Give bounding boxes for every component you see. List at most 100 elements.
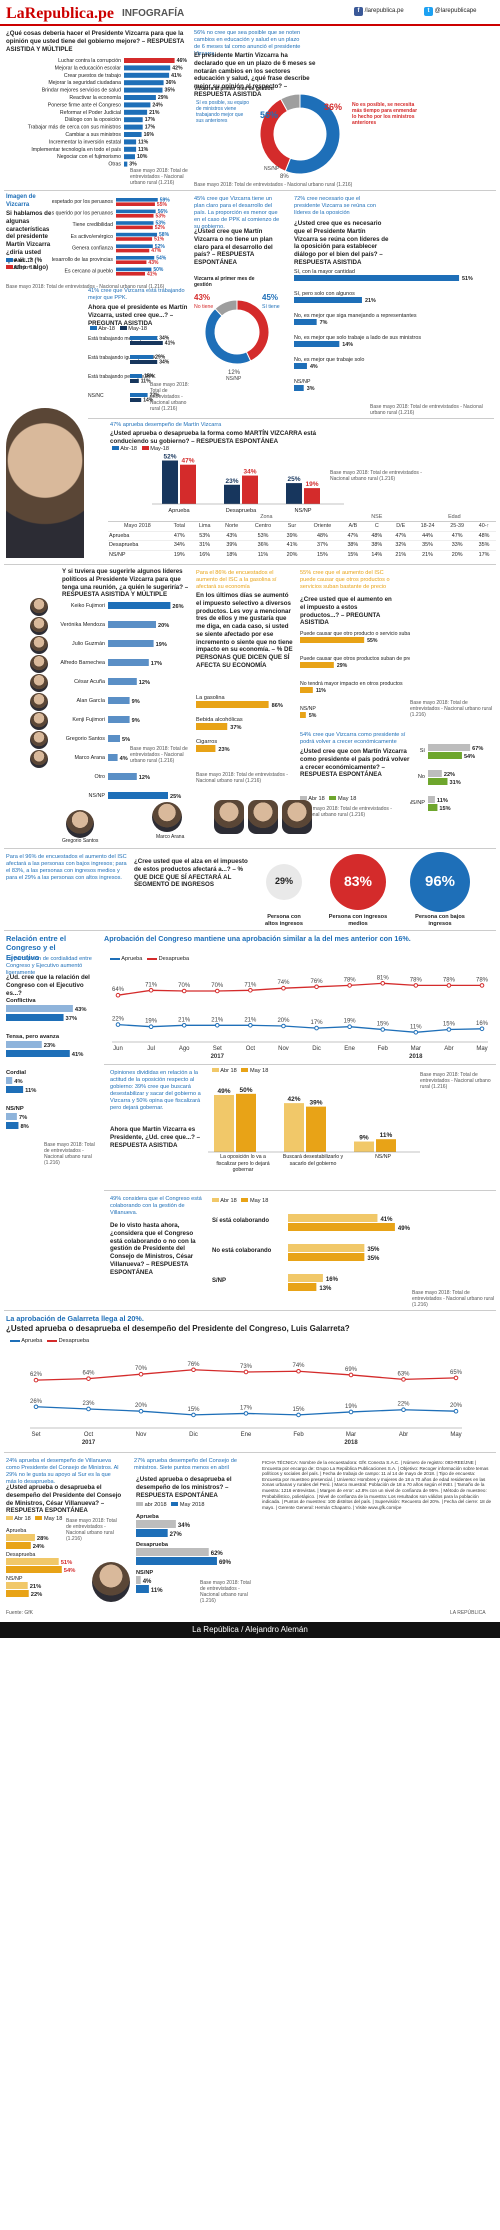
value-label: 86% (272, 703, 283, 709)
table-cell: 20% (442, 549, 472, 560)
bar (294, 275, 460, 281)
data-label: 11% (410, 1024, 422, 1030)
politician-photo-2 (248, 800, 278, 834)
photo-label-arana: Marco Arana (156, 834, 185, 840)
bar (108, 716, 130, 723)
value-label: 12% (139, 680, 150, 686)
x-tick-label: Ene (344, 1046, 355, 1052)
category-label: Keiko Fujimori (71, 603, 105, 609)
category-label: Tensa, pero avanza (6, 1034, 60, 1040)
category-label: Ponerse firme ante el Congreso (48, 102, 121, 108)
donut-slice (284, 93, 341, 175)
bar (236, 1093, 256, 1152)
s15-chart: 49% 50% La oposición lo va a fiscalizar pe… (208, 1087, 420, 1173)
value-label: 51% (462, 276, 473, 282)
category-label: Genera confianza (72, 245, 113, 251)
bar (124, 80, 164, 86)
s13-title: Relación entre el Congreso y el Ejecutiv… (6, 934, 67, 962)
category-label: Julio Guzmán (72, 641, 105, 647)
bar (124, 109, 148, 115)
value-label: 23% (218, 747, 229, 753)
value-label: 8% (20, 1124, 28, 1130)
table-cell: 53% (245, 530, 281, 541)
data-label: 78% (344, 977, 357, 983)
s1-chart: Luchar contra la corrupción 46% Mejorar la… (28, 58, 187, 168)
bar (294, 385, 304, 391)
bar (108, 621, 156, 628)
twitter-link[interactable]: t @larepublicape (424, 7, 476, 16)
income-circle: 83% (330, 854, 386, 910)
data-label: 23% (82, 1401, 95, 1407)
x-tick-label: Jun (113, 1046, 123, 1052)
value-label: 56% (260, 110, 278, 120)
header: LaRepublica.pe INFOGRAFÍA f /larepublica… (0, 0, 500, 26)
s4-note: 45% cree que Vizcarra tiene un plan clar… (194, 196, 280, 230)
value-label: 23% (225, 478, 238, 485)
value-label: 8% (280, 174, 289, 180)
value-label: 4% (14, 1079, 22, 1085)
data-point (115, 1022, 121, 1027)
table-cell: 39% (217, 540, 246, 551)
value-label: 28% (37, 1536, 49, 1542)
bar (108, 754, 118, 761)
category-label: Incrementar la inversión estatal (49, 139, 121, 145)
category-label: Brindar mejores servicios de salud (42, 88, 121, 94)
bar (116, 209, 156, 214)
category-label: Desaprueba (6, 1552, 35, 1558)
table-group-cell: Zona (191, 514, 341, 522)
value-label: 56% (158, 209, 169, 215)
table-row: NS/NP 19% 16% 18% 11% 20% 15% 15% 14% 21% 21% 20% 17… (108, 549, 496, 560)
facebook-link[interactable]: f /larepublica.pe (354, 7, 404, 16)
category-label: Diálogo con la oposición (65, 117, 121, 123)
s5-source: Base mayo 2018: Total de entrevistados -… (370, 404, 483, 416)
bar (6, 1542, 31, 1549)
value-label: 49% (398, 1226, 411, 1232)
s11-note: 54% cree que Vizcarra como presidente sí… (300, 732, 406, 745)
s19-chart: Aprueba 34% 27%Desaprueba 62% 69% NS/NP 4% 11% (136, 1514, 232, 1594)
table-header: Mayo 2018 Total Lima Norte Centro Sur Oriente A… (108, 521, 496, 531)
category-label: No tendrá mayor impacto en otros product… (300, 681, 403, 687)
s14-legend: Aprueba Desaprueba (110, 956, 189, 963)
data-point (243, 1369, 249, 1375)
s6-source: Base mayo 2018: Total de entrevistados -… (150, 382, 189, 412)
bar (242, 475, 258, 504)
value-label: 36% (324, 102, 342, 112)
data-label: 62% (30, 1372, 43, 1378)
value-label: 22% (31, 1592, 43, 1598)
s11-legend: Abr 18 May 18 (300, 796, 356, 803)
category-label: Reactivar la economía (69, 95, 121, 101)
category-label: La gasolina (196, 695, 226, 701)
value-label: 58% (159, 232, 170, 238)
value-label: 22% (444, 772, 455, 778)
data-point (214, 988, 220, 994)
value-label: 62% (211, 1551, 224, 1557)
data-label: 21% (178, 1017, 191, 1023)
data-label: 22% (112, 1017, 125, 1023)
category-label: Es respetado por los peruanos (52, 199, 113, 205)
s14-title: Aprobación del Congreso mantiene una apr… (104, 934, 411, 943)
logo[interactable]: LaRepublica.pe (6, 5, 115, 22)
bar (116, 244, 153, 248)
s10-source: Base mayo 2018: Total de entrevistados -… (410, 700, 492, 718)
category-label: Sí está colaborando (212, 1218, 269, 1224)
bar (288, 1253, 365, 1261)
bar (116, 267, 152, 272)
x-tick-label: Feb (293, 1432, 304, 1438)
value-label: 4% (120, 756, 128, 762)
table-cell: NS/NP (108, 549, 167, 560)
data-label: 15% (377, 1022, 390, 1028)
donut-slice (280, 93, 301, 112)
bar (300, 712, 306, 718)
bar (116, 214, 154, 218)
data-point (401, 1377, 406, 1382)
value-label: 17% (151, 661, 162, 667)
data-label: 69% (345, 1367, 358, 1373)
data-label: 73% (240, 1364, 253, 1370)
data-label: 21% (244, 1017, 257, 1023)
value-label: 55% (367, 638, 378, 644)
bar (116, 272, 146, 276)
bar (130, 341, 163, 345)
data-label: 20% (277, 1018, 290, 1024)
s7-note: 47% aprueba desempeño de Martín Vizcarra (110, 422, 222, 428)
x-tick-label: Ene (241, 1432, 252, 1438)
